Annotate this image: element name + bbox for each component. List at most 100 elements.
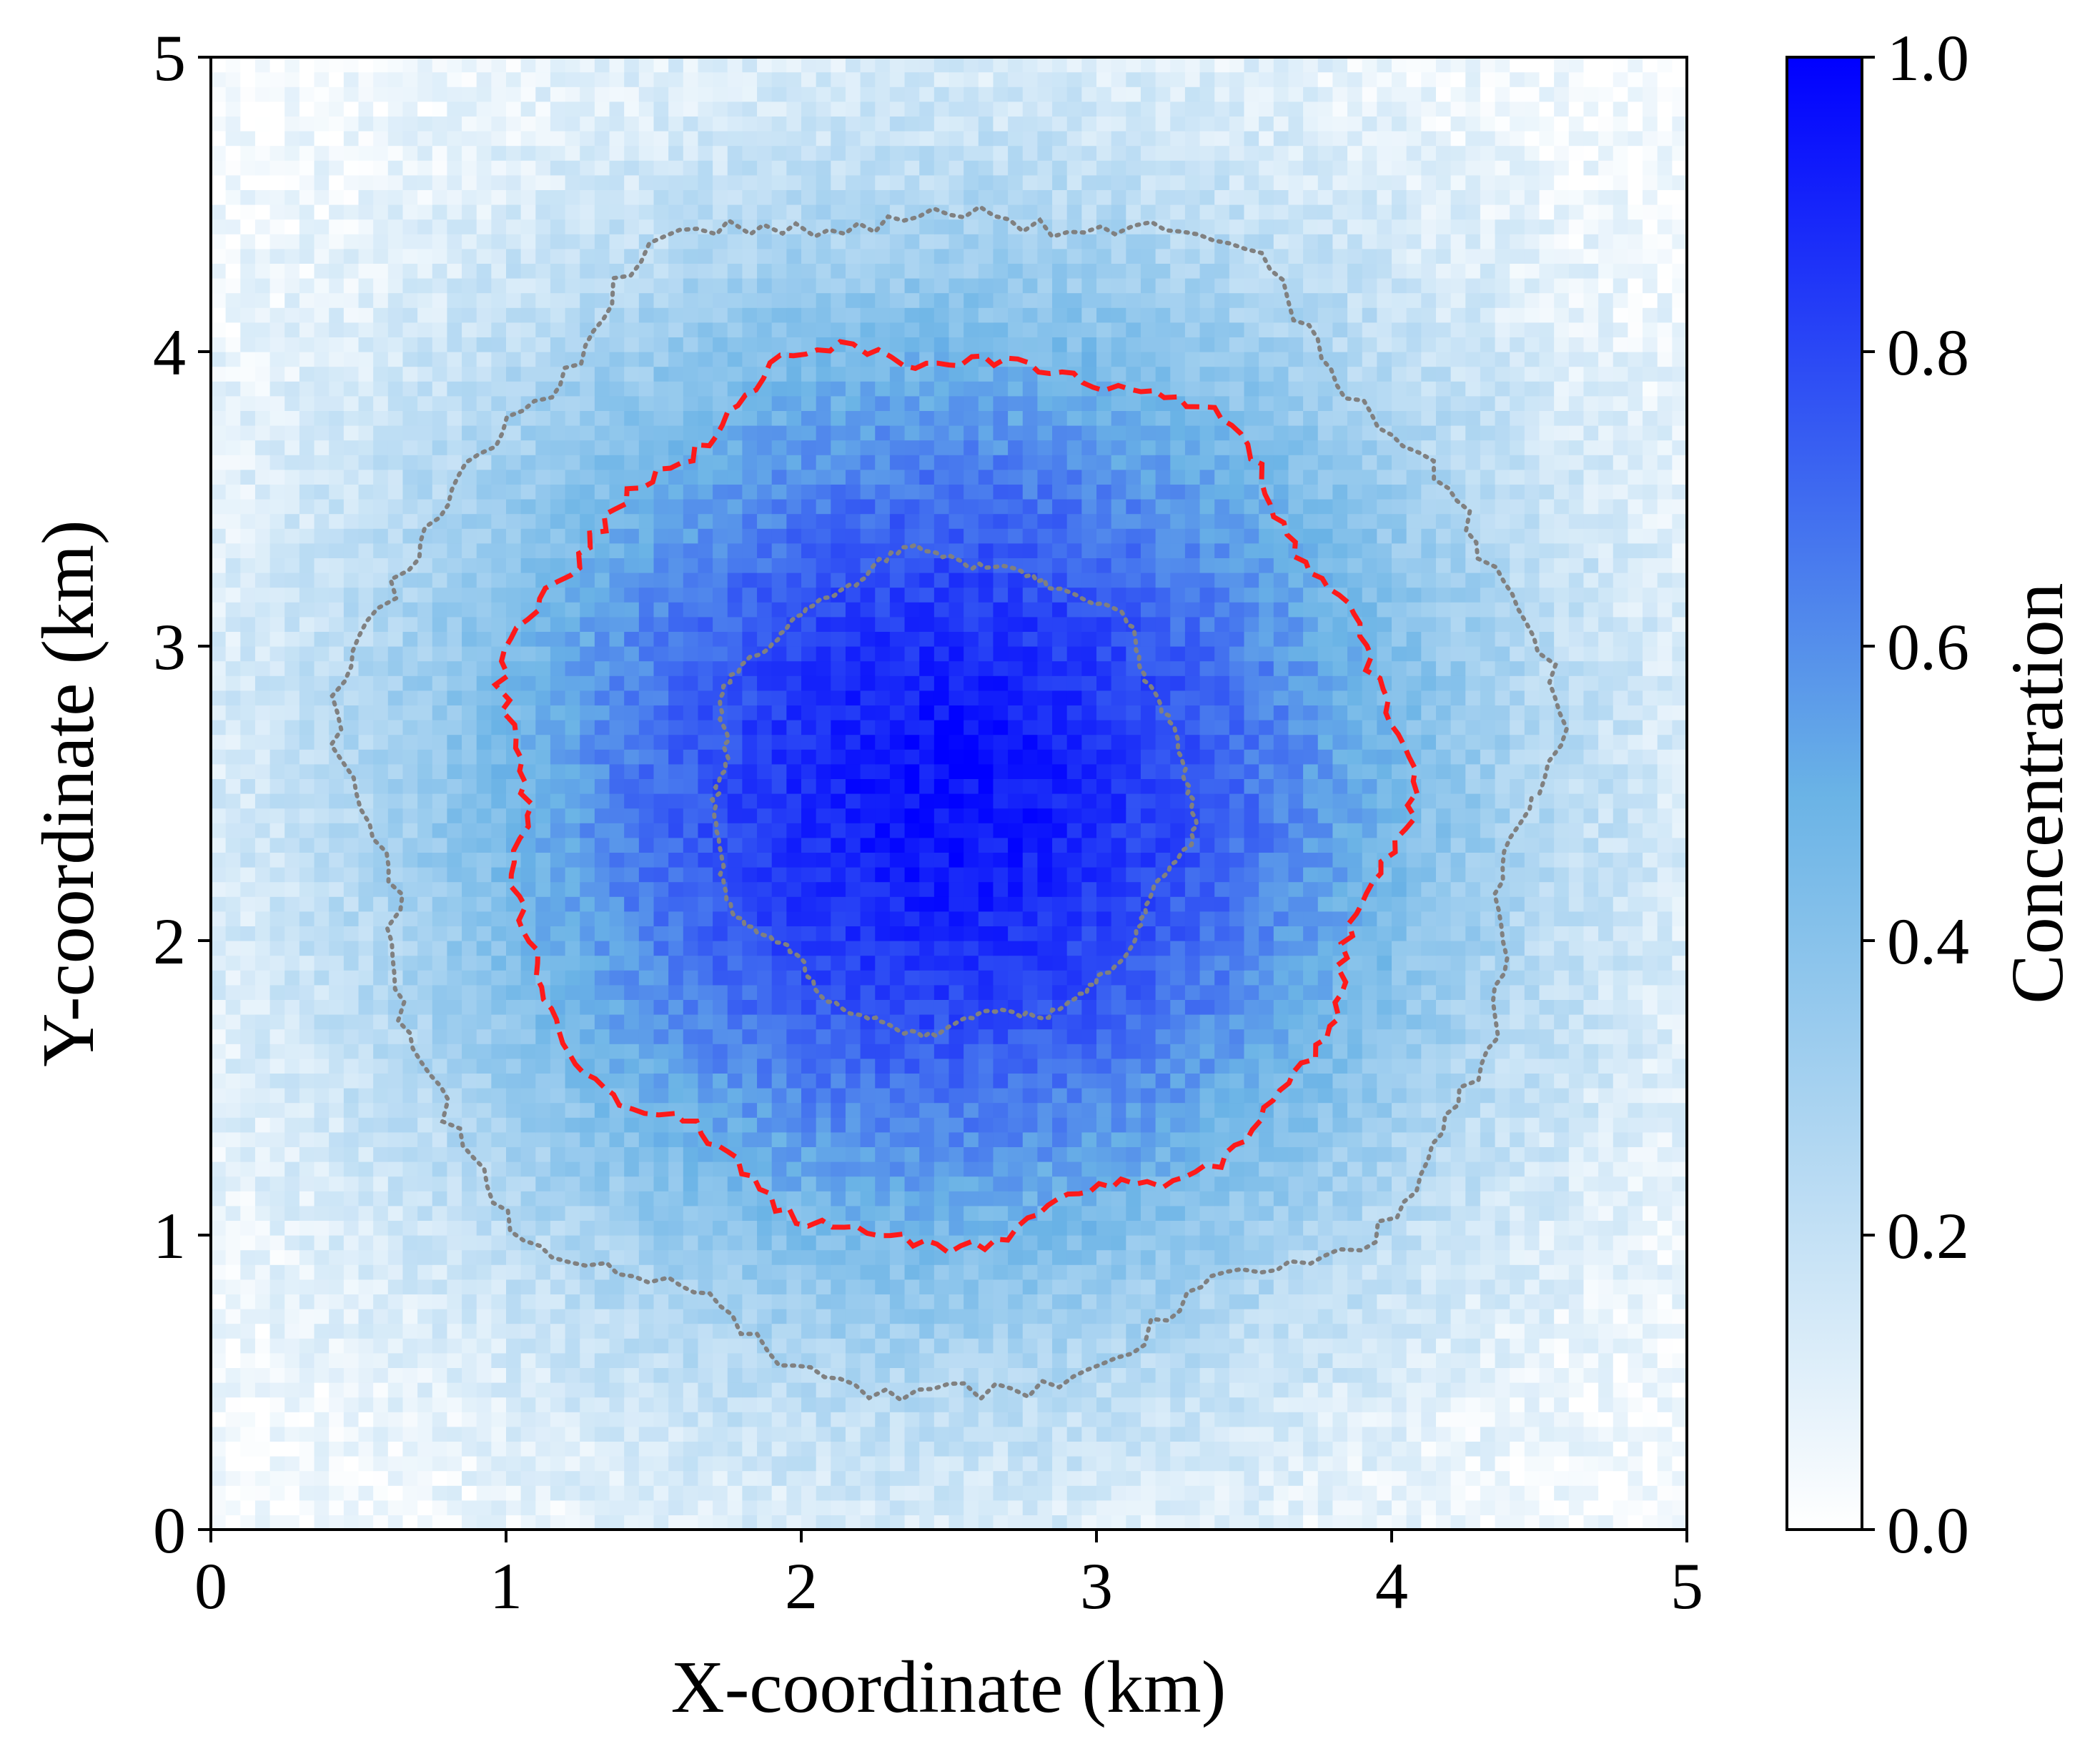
heatmap-cell — [1229, 823, 1245, 838]
heatmap-cell — [993, 1367, 1009, 1383]
heatmap-cell — [1568, 823, 1585, 838]
heatmap-cell — [225, 896, 241, 912]
heatmap-cell — [845, 911, 861, 926]
heatmap-cell — [1273, 808, 1289, 823]
heatmap-cell — [211, 1338, 227, 1354]
heatmap-cell — [933, 1014, 950, 1030]
heatmap-cell — [535, 1014, 551, 1030]
heatmap-cell — [1362, 1485, 1377, 1501]
heatmap-cell — [1229, 1412, 1245, 1427]
heatmap-cell — [314, 1352, 330, 1368]
heatmap-cell — [373, 1470, 389, 1486]
heatmap-cell — [1317, 1456, 1333, 1472]
heatmap-cell — [343, 1426, 360, 1442]
heatmap-cell — [1539, 1131, 1555, 1147]
heatmap-cell — [1643, 1323, 1658, 1339]
heatmap-cell — [831, 970, 846, 986]
heatmap-cell — [476, 1279, 492, 1294]
heatmap-cell — [1317, 1073, 1333, 1089]
heatmap-cell — [269, 1338, 285, 1354]
heatmap-cell — [432, 1191, 447, 1207]
heatmap-cell — [1008, 1456, 1024, 1472]
heatmap-cell — [933, 867, 950, 883]
heatmap-cell — [1392, 1088, 1407, 1104]
heatmap-cell — [254, 911, 271, 926]
heatmap-cell — [1613, 970, 1628, 986]
heatmap-cell — [1052, 1397, 1068, 1412]
heatmap-cell — [1273, 1441, 1289, 1457]
heatmap-cell — [1598, 1117, 1614, 1133]
heatmap-cell — [299, 896, 315, 912]
heatmap-cell — [535, 1088, 551, 1104]
heatmap-cell — [757, 837, 773, 853]
heatmap-cell — [1362, 1367, 1377, 1383]
heatmap-cell — [1170, 881, 1186, 897]
heatmap-cell — [860, 1338, 876, 1354]
heatmap-cell — [1052, 1088, 1068, 1104]
heatmap-cell — [1583, 808, 1599, 823]
heatmap-cell — [1554, 1117, 1570, 1133]
heatmap-cell — [609, 1323, 625, 1339]
heatmap-cell — [447, 1131, 462, 1147]
heatmap-cell — [653, 1470, 669, 1486]
heatmap-cell — [1465, 1485, 1481, 1501]
heatmap-cell — [1199, 999, 1215, 1015]
heatmap-cell — [1510, 1426, 1525, 1442]
heatmap-cell — [1229, 926, 1245, 941]
heatmap-cell — [624, 1029, 640, 1044]
heatmap-cell — [1554, 867, 1570, 883]
heatmap-cell — [949, 1294, 964, 1309]
heatmap-cell — [1510, 1500, 1525, 1515]
heatmap-cell — [358, 1176, 374, 1191]
heatmap-cell — [816, 852, 831, 868]
heatmap-cell — [476, 1367, 492, 1383]
heatmap-cell — [1244, 1146, 1259, 1162]
heatmap-cell — [254, 1338, 271, 1354]
heatmap-cell — [211, 1249, 227, 1265]
heatmap-cell — [1524, 1146, 1540, 1162]
heatmap-cell — [727, 1338, 743, 1354]
heatmap-cell — [1657, 1470, 1673, 1486]
heatmap-cell — [1022, 911, 1038, 926]
heatmap-cell — [314, 1367, 330, 1383]
heatmap-cell — [1377, 1426, 1392, 1442]
heatmap-cell — [1259, 1367, 1274, 1383]
heatmap-cell — [225, 1323, 241, 1339]
heatmap-cell — [1539, 1470, 1555, 1486]
heatmap-cell — [1229, 1058, 1245, 1074]
heatmap-cell — [432, 1470, 447, 1486]
heatmap-cell — [801, 896, 817, 912]
heatmap-cell — [964, 1249, 979, 1265]
heatmap-cell — [1037, 1235, 1053, 1251]
heatmap-cell — [1362, 1176, 1377, 1191]
heatmap-cell — [771, 823, 787, 838]
heatmap-cell — [816, 1279, 831, 1294]
heatmap-cell — [491, 1412, 507, 1427]
heatmap-cell — [1628, 1441, 1643, 1457]
heatmap-cell — [831, 1191, 846, 1207]
heatmap-cell — [904, 1294, 920, 1309]
heatmap-cell — [801, 926, 817, 941]
heatmap-cell — [1583, 1412, 1599, 1427]
heatmap-cell — [1643, 808, 1658, 823]
heatmap-cell — [1008, 1264, 1024, 1280]
heatmap-cell — [1022, 896, 1038, 912]
heatmap-cell — [964, 1146, 979, 1162]
heatmap-cell — [1657, 1102, 1673, 1118]
heatmap-cell — [1480, 970, 1496, 986]
heatmap-cell — [1052, 881, 1068, 897]
heatmap-cell — [978, 1352, 994, 1368]
heatmap-cell — [314, 852, 330, 868]
heatmap-cell — [757, 1397, 773, 1412]
heatmap-cell — [299, 1205, 315, 1221]
heatmap-cell — [993, 1205, 1009, 1221]
heatmap-cell — [1539, 808, 1555, 823]
heatmap-cell — [713, 1176, 728, 1191]
heatmap-cell — [432, 808, 447, 823]
heatmap-cell — [240, 1515, 256, 1530]
heatmap-cell — [786, 1176, 802, 1191]
heatmap-cell — [1539, 1397, 1555, 1412]
heatmap-cell — [1613, 1205, 1628, 1221]
heatmap-cell — [727, 926, 743, 941]
heatmap-cell — [1259, 837, 1274, 853]
